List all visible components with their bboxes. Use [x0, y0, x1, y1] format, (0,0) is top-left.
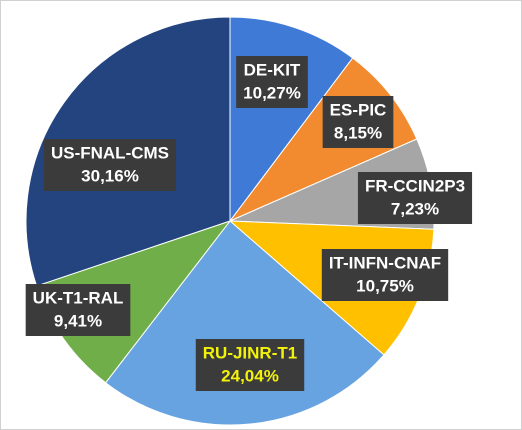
label-value: 8,15%: [334, 123, 382, 142]
label-box: [195, 339, 305, 391]
data-label: RU-JINR-T1 24,04%: [195, 339, 305, 391]
data-label: DE-KIT 10,27%: [236, 56, 308, 108]
label-name: US-FNAL-CMS: [51, 143, 169, 162]
label-name: ES-PIC: [330, 100, 387, 119]
pie-slice: [104, 220, 385, 426]
label-value: 24,04%: [221, 366, 279, 385]
label-name: RU-JINR-T1: [203, 343, 297, 362]
data-label: UK-T1-RAL 9,41%: [25, 284, 131, 336]
label-box: [357, 172, 473, 224]
label-box: [321, 249, 449, 301]
data-label: ES-PIC 8,15%: [322, 96, 394, 148]
label-value: 7,23%: [391, 199, 439, 218]
label-box: [25, 284, 131, 336]
label-value: 10,75%: [356, 276, 414, 295]
label-box: [43, 139, 177, 191]
data-label: US-FNAL-CMS 30,16%: [43, 139, 177, 191]
label-value: 30,16%: [81, 166, 139, 185]
label-name: FR-CCIN2P3: [365, 176, 465, 195]
label-box: [236, 56, 308, 108]
label-name: UK-T1-RAL: [33, 288, 124, 307]
label-name: DE-KIT: [244, 60, 301, 79]
data-label: IT-INFN-CNAF 10,75%: [321, 249, 449, 301]
label-value: 9,41%: [54, 311, 102, 330]
data-label: FR-CCIN2P3 7,23%: [357, 172, 473, 224]
label-value: 10,27%: [243, 83, 301, 102]
label-box: [322, 96, 394, 148]
label-name: IT-INFN-CNAF: [329, 253, 441, 272]
